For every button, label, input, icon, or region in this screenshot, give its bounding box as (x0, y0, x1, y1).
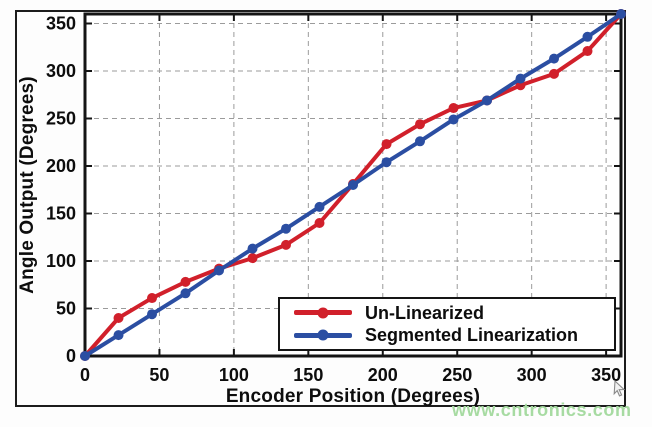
red-line-swatch-icon (294, 307, 352, 319)
series-marker-0 (147, 293, 157, 304)
watermark: www.cntronics.com (452, 400, 632, 420)
x-tick-label: 150 (293, 365, 323, 385)
x-axis-title: Encoder Position (Degrees) (225, 386, 481, 407)
y-tick-label: 100 (46, 251, 76, 271)
figure-border (15, 10, 626, 407)
y-tick-label: 50 (56, 299, 76, 319)
series-marker-0 (415, 119, 425, 130)
blue-dot-marker-icon (317, 329, 329, 341)
series-marker-0 (247, 253, 258, 264)
series-marker-0 (113, 313, 124, 323)
series-marker-1 (515, 73, 526, 84)
series-marker-1 (448, 114, 459, 125)
x-tick-label: 100 (219, 365, 249, 385)
x-tick-label: 250 (442, 365, 472, 385)
series-marker-1 (348, 180, 358, 190)
series-marker-0 (582, 46, 593, 57)
y-axis-title: Angle Output (Degrees) (17, 76, 38, 294)
series-marker-1 (482, 95, 492, 106)
red-dot-marker-icon (317, 307, 329, 319)
y-tick-label: 250 (46, 109, 76, 129)
series-marker-0 (448, 103, 459, 114)
x-tick-label: 350 (591, 365, 621, 385)
series-marker-1 (214, 265, 224, 276)
legend: Un-Linearized Segmented Linearization (278, 297, 616, 351)
series-marker-1 (80, 351, 90, 361)
series-marker-0 (281, 239, 291, 250)
series-marker-1 (381, 157, 392, 168)
x-tick-label: 0 (80, 365, 90, 385)
y-tick-label: 0 (66, 346, 76, 366)
series-marker-1 (314, 201, 325, 212)
y-tick-label: 350 (46, 14, 76, 34)
legend-label-segmented: Segmented Linearization (365, 325, 579, 346)
series-marker-1 (616, 9, 626, 19)
series-marker-0 (314, 218, 325, 228)
series-marker-0 (549, 68, 559, 79)
series-marker-1 (549, 53, 559, 64)
legend-item-segmented: Segmented Linearization (294, 326, 614, 344)
x-tick-label: 50 (149, 365, 169, 385)
series-marker-1 (582, 31, 593, 42)
cursor-icon (613, 380, 626, 397)
series-marker-1 (147, 309, 157, 320)
legend-label-unlinearized: Un-Linearized (365, 302, 485, 323)
x-tick-label: 300 (517, 365, 547, 385)
y-tick-label: 150 (46, 204, 76, 224)
series-marker-1 (281, 223, 291, 234)
plot-border (83, 12, 623, 358)
series-marker-1 (247, 243, 258, 254)
series-marker-0 (180, 276, 191, 287)
x-tick-label: 200 (368, 365, 398, 385)
series-marker-1 (415, 136, 425, 147)
y-tick-label: 300 (46, 61, 76, 81)
series-marker-1 (113, 330, 124, 341)
series-marker-0 (381, 139, 392, 150)
series-marker-1 (180, 288, 191, 299)
y-tick-label: 200 (46, 156, 76, 176)
legend-item-unlinearized: Un-Linearized (294, 304, 614, 322)
blue-line-swatch-icon (294, 329, 352, 341)
